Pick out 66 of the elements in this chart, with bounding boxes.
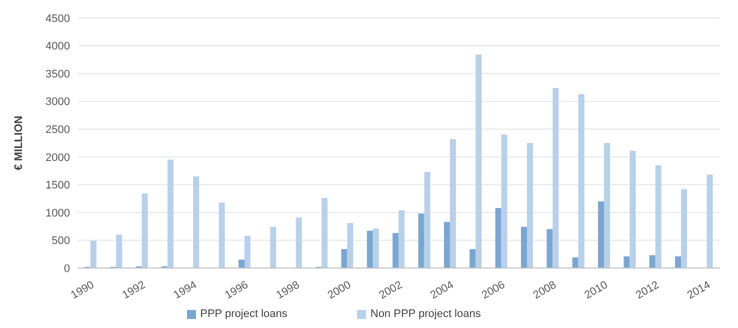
bar [501,134,508,268]
bar [675,256,682,268]
bar [495,208,502,268]
y-tick-label: 4500 [46,12,70,25]
bar [546,229,553,268]
legend-label: PPP project loans [200,308,288,320]
x-tick-label: 1996 [223,278,250,302]
bar [167,160,174,268]
bar [116,234,122,268]
x-tick-label: 1992 [120,278,148,302]
bar [193,176,200,268]
bar [624,256,630,268]
bar [341,249,348,268]
y-tick-label: 3500 [46,68,70,80]
bar [655,165,662,268]
y-tick-label: 500 [52,235,70,248]
bar [244,236,250,268]
bar [444,222,450,268]
y-axis-title: € MILLION [12,116,25,170]
bar [552,88,559,268]
bar [476,54,482,268]
x-tick-label: 1994 [172,278,199,302]
bar [424,172,430,268]
bar [604,143,610,268]
legend-label: Non PPP project loans [370,308,481,320]
bar [366,230,373,268]
bar [572,257,578,268]
bar [296,217,302,268]
bar [598,201,604,268]
x-tick-label: 1998 [274,278,302,302]
x-tick-label: 2012 [634,278,662,302]
bar [578,94,584,268]
y-tick-label: 1500 [46,180,70,192]
bar [218,202,225,268]
x-tick-label: 2014 [685,278,713,302]
y-tick-label: 0 [64,262,70,275]
y-tick-label: 3000 [46,96,70,108]
bar [270,226,276,268]
bar [322,198,328,268]
x-tick-label: 2006 [480,278,508,302]
bar [520,226,527,268]
bar [347,223,354,268]
bar [681,189,688,268]
bar [398,210,405,268]
bar [706,174,713,268]
bar [649,255,656,268]
y-tick-label: 2500 [46,124,70,136]
x-tick-label: 1990 [69,278,96,302]
bar [392,233,399,268]
bar [450,139,456,268]
bar [526,143,533,268]
y-tick-label: 4000 [46,40,70,53]
bar [90,240,96,268]
x-tick-label: 2010 [582,278,610,302]
y-tick-label: 2000 [46,152,70,164]
bar [142,194,148,268]
x-tick-label: 2002 [377,278,404,302]
bar [372,228,379,268]
bar [238,260,244,268]
y-tick-label: 1000 [46,207,70,220]
bar [470,249,476,268]
x-tick-label: 2004 [428,278,456,302]
x-tick-label: 2000 [326,278,354,302]
bar [630,150,636,268]
x-tick-label: 2008 [531,278,558,302]
bar [418,214,424,268]
